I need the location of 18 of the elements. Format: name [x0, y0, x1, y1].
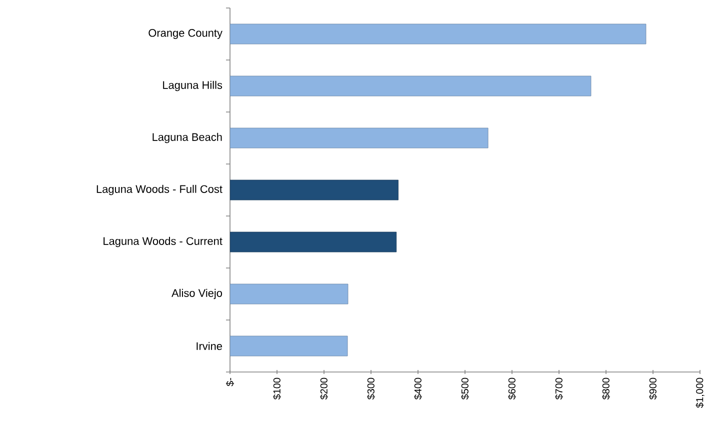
x-tick-label: $600 — [508, 378, 516, 400]
y-tick-label: Laguna Woods - Full Cost — [96, 184, 222, 196]
x-tick-label: $100 — [272, 378, 282, 400]
x-tick-label: $1,000 — [696, 378, 704, 408]
x-tick-label: $500 — [460, 378, 470, 400]
y-tick-label: Orange County — [148, 29, 222, 39]
y-tick-label: Laguna Beach — [152, 132, 222, 144]
y-tick-label: Laguna Hills — [163, 80, 222, 92]
x-tick-label: $300 — [366, 378, 376, 400]
y-tick-label: Laguna Woods - Current — [104, 236, 222, 248]
x-tick-label: $700 — [554, 378, 564, 400]
x-tick-label: $900 — [648, 378, 658, 400]
x-tick-label: $200 — [320, 378, 328, 400]
y-tick-label: Aliso Viejo — [172, 288, 222, 300]
x-tick-label: $400 — [414, 378, 422, 400]
x-tick-label: $800 — [602, 378, 610, 400]
y-tick-label: Irvine — [196, 342, 222, 350]
x-tick-label: $- — [226, 378, 234, 386]
